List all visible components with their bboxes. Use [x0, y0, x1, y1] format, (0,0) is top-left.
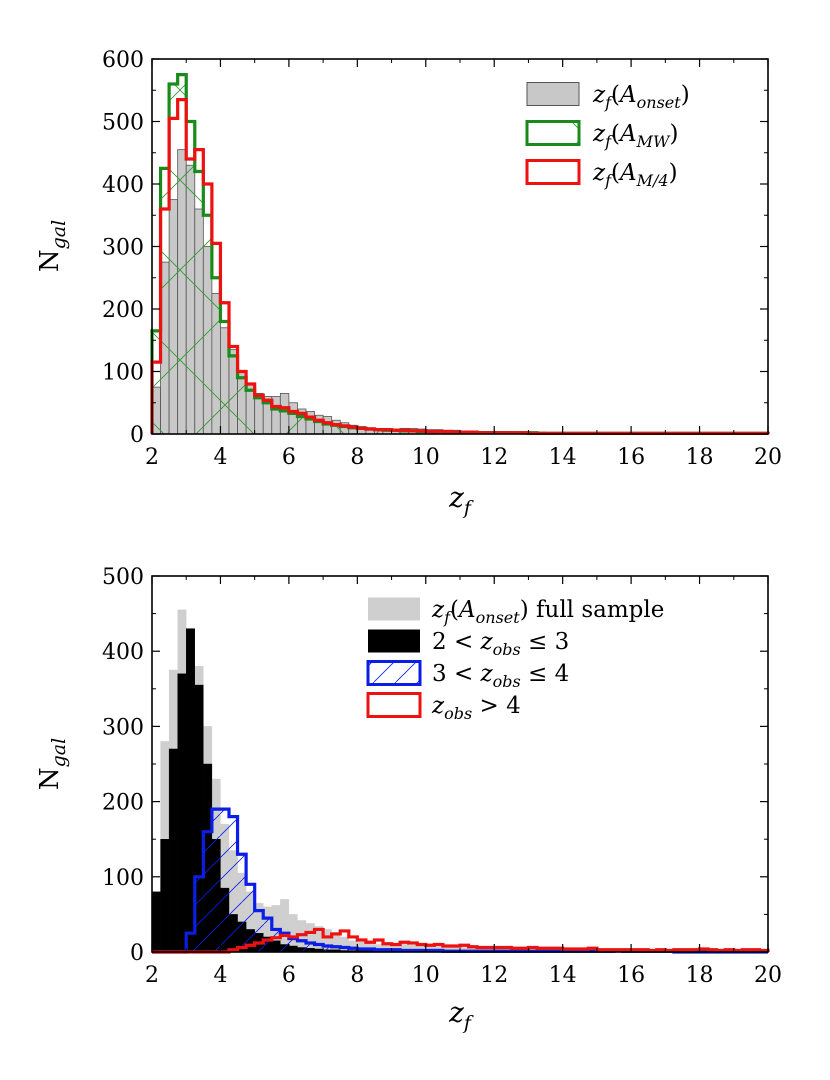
bar-1-2 [168, 748, 178, 953]
x-tick-label-7: 16 [617, 445, 645, 470]
x-tick-label-4: 10 [412, 963, 440, 988]
top-histogram-panel: 2 4 6 8 10 12 14 16 18 200100200300400500600zfNga… [35, 48, 782, 519]
y-tick-label-2: 200 [102, 298, 144, 323]
x-tick-label-6: 14 [549, 445, 577, 470]
x-tick-label-9: 20 [754, 963, 782, 988]
y-tick-label-5: 500 [102, 565, 144, 590]
x-tick-label-8: 18 [686, 963, 714, 988]
series-1-hatch [152, 74, 768, 434]
y-tick-label-4: 400 [102, 173, 144, 198]
y-tick-label-3: 300 [102, 236, 144, 261]
y-axis-label: Ngal [35, 220, 70, 272]
y-axis-label: Ngal [35, 738, 70, 790]
x-tick-label-1: 4 [213, 963, 227, 988]
x-tick-label-2: 6 [282, 445, 296, 470]
bottom-histogram-panel: 2 4 6 8 10 12 14 16 18 200100200300400500zfNgalzf… [35, 565, 782, 1034]
bar-1-3 [177, 673, 187, 953]
x-tick-label-0: 2 [145, 963, 159, 988]
y-tick-label-5: 500 [102, 111, 144, 136]
x-tick-label-5: 12 [480, 963, 508, 988]
y-tick-label-4: 400 [102, 640, 144, 665]
legend-label-1: zf(AMW) [592, 121, 678, 151]
x-tick-label-8: 18 [686, 445, 714, 470]
legend-swatch-1 [525, 120, 581, 146]
x-axis-label: zf [448, 996, 474, 1034]
legend-label-0: zf(Aonset) full sample [431, 597, 664, 627]
x-tick-label-5: 12 [480, 445, 508, 470]
y-tick-label-6: 600 [102, 48, 144, 73]
x-tick-label-0: 2 [145, 445, 159, 470]
legend-swatch-2 [525, 159, 581, 185]
legend-swatch-3 [366, 692, 422, 718]
x-tick-label-4: 10 [412, 445, 440, 470]
legend: zf(Aonset) zf(AMW) zf(AM/4) [525, 82, 690, 190]
x-tick-label-6: 14 [549, 963, 577, 988]
x-tick-label-9: 20 [754, 445, 782, 470]
y-tick-label-3: 300 [102, 715, 144, 740]
x-axis-label: zf [448, 481, 474, 519]
legend-swatch-0 [526, 82, 580, 106]
x-tick-label-3: 8 [350, 445, 364, 470]
y-tick-label-1: 100 [102, 361, 144, 386]
legend-label-2: zf(AM/4) [592, 160, 678, 190]
legend-label-3: zobs > 4 [431, 693, 521, 723]
x-tick-label-2: 6 [282, 963, 296, 988]
bar-1-1 [160, 839, 170, 953]
y-tick-label-0: 0 [130, 941, 144, 966]
legend-swatch-1 [368, 629, 420, 653]
x-tick-label-7: 16 [617, 963, 645, 988]
bar-1-0 [151, 891, 161, 953]
legend-label-1: 2 < zobs ≤ 3 [432, 629, 569, 659]
series-2-hatch [152, 809, 768, 952]
legend-label-0: zf(Aonset) [592, 82, 690, 112]
x-tick-label-1: 4 [213, 445, 227, 470]
legend-swatch-2 [366, 660, 422, 686]
y-tick-label-1: 100 [102, 866, 144, 891]
legend-swatch-0 [368, 597, 420, 621]
x-tick-label-3: 8 [350, 963, 364, 988]
y-tick-label-2: 200 [102, 791, 144, 816]
legend-label-2: 3 < zobs ≤ 4 [432, 661, 569, 691]
series-3-step-line [152, 927, 770, 954]
y-tick-label-0: 0 [130, 423, 144, 448]
